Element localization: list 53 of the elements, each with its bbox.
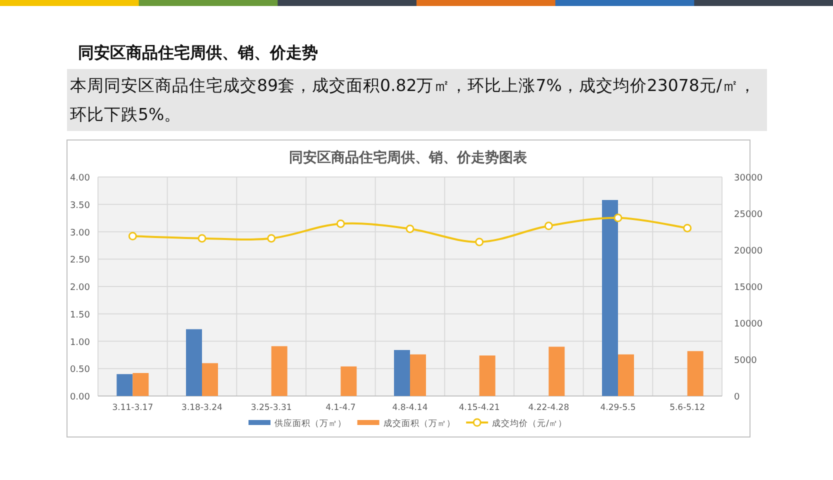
- x-tick-label: 3.25-3.31: [250, 403, 292, 413]
- point: [128, 232, 137, 240]
- y-tick-label: 4.00: [70, 174, 90, 184]
- bar: [618, 354, 634, 396]
- bar: [602, 200, 618, 396]
- y2-tick-label: 30000: [734, 174, 763, 184]
- x-tick-label: 4.29-5.5: [600, 403, 636, 413]
- y-tick-label: 0.50: [70, 365, 90, 376]
- point: [267, 234, 276, 243]
- y2-tick-label: 20000: [734, 246, 763, 256]
- bar: [340, 366, 357, 396]
- y2-tick-label: 25000: [734, 210, 763, 220]
- x-tick-label: 4.8-4.14: [392, 403, 428, 413]
- y2-tick-label: 5000: [734, 356, 758, 366]
- y2-tick-label: 10000: [734, 320, 763, 330]
- point: [614, 214, 622, 222]
- bar: [202, 363, 218, 396]
- bar: [271, 346, 288, 396]
- point: [336, 219, 345, 228]
- x-tick-label: 3.11-3.17: [112, 403, 154, 413]
- text: 同安区商品住宅周供、销、价走势: [78, 43, 318, 62]
- y-tick-label: 3.00: [70, 228, 90, 238]
- y-tick-label: 2.50: [70, 256, 90, 266]
- legend-label: 供应面积（万㎡）: [274, 418, 346, 429]
- x-tick-label: 4.22-4.28: [528, 403, 570, 413]
- y2-tick-label: 0: [734, 392, 740, 402]
- y-tick-label: 1.50: [70, 310, 90, 320]
- chart-title: 同安区商品住宅周供、销、价走势图表: [289, 149, 528, 166]
- x-tick-label: 4.15-4.21: [458, 403, 500, 413]
- bar: [132, 373, 149, 396]
- bar: [479, 355, 496, 396]
- bar: [186, 329, 202, 396]
- y-tick-label: 2.00: [70, 283, 90, 293]
- y-tick-label: 3.50: [70, 200, 90, 211]
- bar: [687, 351, 704, 396]
- legend-label: 成交均价（元/㎡）: [492, 418, 567, 429]
- point: [544, 222, 553, 230]
- point: [683, 224, 692, 232]
- point: [475, 238, 484, 246]
- point: [406, 224, 414, 234]
- y-tick-label: 0.00: [70, 392, 90, 402]
- bar: [116, 374, 133, 396]
- y2-tick-label: 15000: [734, 283, 763, 293]
- bar: [394, 350, 410, 396]
- x-tick-label: 3.18-3.24: [182, 403, 222, 413]
- point: [198, 234, 206, 243]
- x-tick-label: 5.6-5.12: [670, 403, 706, 413]
- y-tick-label: 1.00: [70, 338, 90, 348]
- legend-label: 成交面积（万㎡）: [383, 418, 456, 429]
- text: 本周同安区商品住宅成交89套，成交面积0.82万㎡，环比上涨7%，成交均价23078元/㎡，环比下跌5%。: [70, 71, 764, 129]
- bar: [410, 354, 426, 396]
- x-tick-label: 4.1-4.7: [326, 403, 356, 413]
- bar: [548, 346, 565, 396]
